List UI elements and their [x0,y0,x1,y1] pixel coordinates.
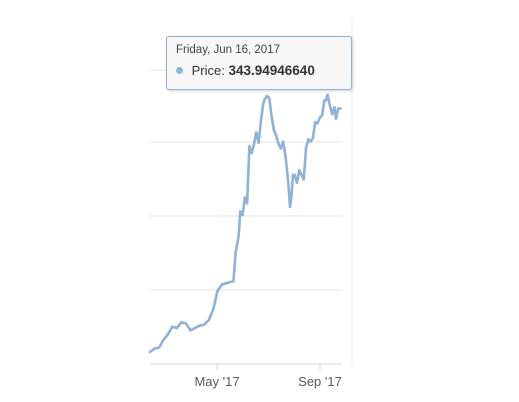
data-point[interactable] [241,213,244,216]
data-point[interactable] [334,117,338,121]
data-point[interactable] [300,173,303,176]
data-point[interactable] [339,107,342,110]
data-point[interactable] [203,323,206,326]
data-point[interactable] [318,116,321,119]
data-point[interactable] [166,333,169,336]
data-point[interactable] [277,142,280,146]
data-point[interactable] [239,210,242,213]
data-point[interactable] [252,142,256,146]
data-point[interactable] [304,147,308,150]
data-point[interactable] [309,140,312,143]
grid-lines [150,69,342,365]
data-point[interactable] [248,145,251,148]
data-point[interactable] [272,129,276,132]
data-point[interactable] [275,134,278,138]
data-point[interactable] [290,194,293,197]
data-point[interactable] [333,106,336,109]
data-point[interactable] [293,173,296,176]
data-point[interactable] [298,169,301,172]
data-point[interactable] [328,103,331,107]
data-point[interactable] [148,350,152,354]
data-point[interactable] [262,102,265,106]
data-point[interactable] [171,325,174,328]
data-point[interactable] [281,140,285,143]
data-point[interactable] [153,347,156,350]
data-point[interactable] [314,121,317,124]
data-point[interactable] [288,205,292,208]
data-point[interactable] [232,279,235,283]
data-point[interactable] [265,94,269,98]
data-point[interactable] [243,196,247,199]
data-point[interactable] [257,141,260,144]
data-point[interactable] [284,154,287,157]
data-point[interactable] [337,107,340,110]
tooltip-date: Friday, Jun 16, 2017 [176,44,280,56]
data-point[interactable] [287,183,290,187]
data-point[interactable] [228,281,231,284]
data-point[interactable] [175,326,178,330]
data-point[interactable] [295,181,299,184]
data-point[interactable] [316,122,319,125]
data-point[interactable] [285,167,289,171]
x-tick-label: May '17 [194,374,239,389]
data-point[interactable] [324,99,328,102]
data-point[interactable] [311,137,315,140]
x-axis-ticks: May '17 Sep '17 [194,364,342,389]
data-point[interactable] [237,234,240,237]
data-point[interactable] [193,326,197,330]
data-point[interactable] [216,290,219,293]
data-point[interactable] [270,115,273,118]
data-point[interactable] [224,282,227,285]
hover-tooltip: Friday, Jun 16, 2017 Price: 343.94946640 [166,36,352,90]
price-points [148,93,342,354]
data-point[interactable] [180,321,183,324]
tooltip-price-row: Price: 343.94946640 [176,63,342,79]
data-point[interactable] [330,113,334,116]
data-point[interactable] [220,283,224,286]
data-point[interactable] [326,93,329,96]
data-point[interactable] [307,138,310,141]
series-marker-icon [176,67,183,74]
x-tick-label: Sep '17 [298,374,342,389]
data-point[interactable] [259,119,263,123]
data-point[interactable] [245,202,249,205]
price-series-line[interactable] [148,93,342,354]
data-point[interactable] [250,151,253,155]
data-point[interactable] [255,131,258,134]
data-point[interactable] [279,147,282,150]
data-point[interactable] [212,307,215,310]
data-point[interactable] [184,322,188,325]
data-point[interactable] [158,346,161,349]
data-point[interactable] [302,178,305,181]
data-point[interactable] [162,338,165,341]
data-point[interactable] [263,98,266,101]
tooltip-price-value: 343.94946640 [228,63,315,78]
data-point[interactable] [198,324,201,327]
data-point[interactable] [268,97,271,100]
data-point[interactable] [207,318,211,322]
data-point[interactable] [189,329,192,332]
tooltip-series-label: Price: [191,63,225,78]
data-point[interactable] [234,251,237,254]
data-point[interactable] [320,114,324,117]
